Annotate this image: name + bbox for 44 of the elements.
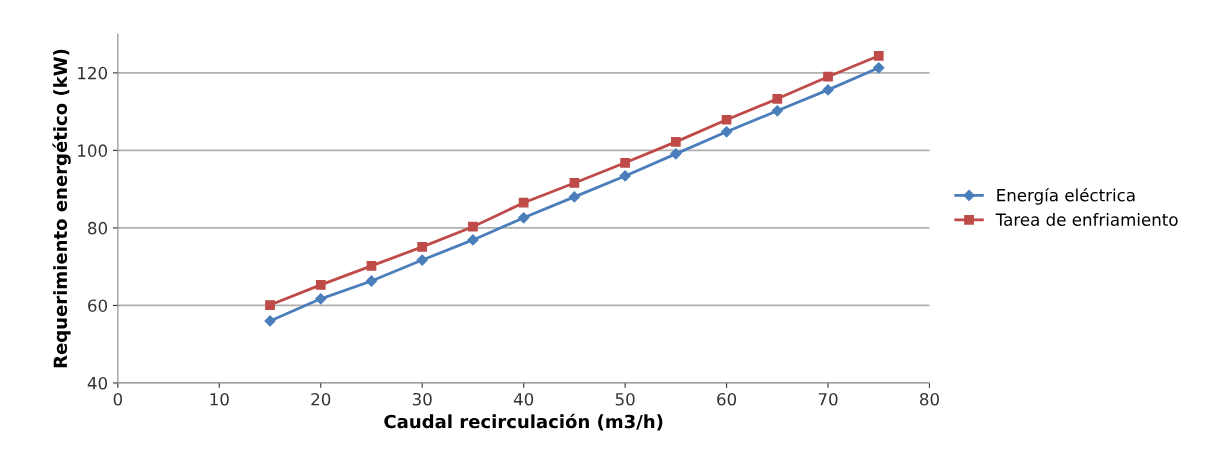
x-tick-label: 80 (920, 392, 939, 406)
x-tick-label: 60 (717, 392, 737, 406)
point (771, 105, 783, 117)
legend-label: Energía eléctrica (997, 187, 1135, 205)
point (620, 157, 630, 168)
point (873, 62, 885, 74)
x-tick-label: 50 (615, 392, 635, 406)
point (315, 280, 326, 290)
y-axis-title: Requerimiento energético (kW) (52, 49, 71, 368)
x-tick-label: 40 (513, 392, 534, 406)
y-tick-label: 80 (88, 221, 108, 235)
x-tick-label: 10 (210, 392, 229, 406)
x-tick-label: 0 (113, 392, 123, 406)
point (468, 221, 478, 232)
x-tick-label: 70 (818, 392, 838, 406)
point (720, 126, 733, 138)
point (417, 242, 428, 252)
legend-label: Tarea de enfriamiento (995, 213, 1178, 226)
x-axis-title: Caudal recirculación (m3/h) (384, 413, 663, 431)
x-tick-label: 20 (311, 392, 331, 406)
point (265, 300, 275, 310)
point (619, 170, 631, 182)
x-tick-label: 30 (412, 392, 432, 406)
point (568, 191, 580, 203)
point (823, 71, 833, 82)
point (467, 234, 479, 246)
y-tick-label: 40 (87, 376, 108, 390)
y-tick-label: 120 (78, 66, 108, 80)
point (365, 275, 378, 287)
point (873, 50, 884, 61)
point (670, 136, 681, 147)
point (366, 261, 377, 271)
y-tick-label: 100 (78, 144, 108, 157)
point (569, 178, 580, 188)
point (822, 84, 834, 96)
y-tick-label: 60 (88, 299, 108, 312)
point (721, 114, 732, 125)
point (518, 197, 529, 208)
point (772, 93, 783, 104)
point (518, 212, 530, 224)
point (315, 293, 327, 305)
point (264, 315, 276, 327)
point (670, 148, 682, 160)
point (416, 254, 428, 266)
